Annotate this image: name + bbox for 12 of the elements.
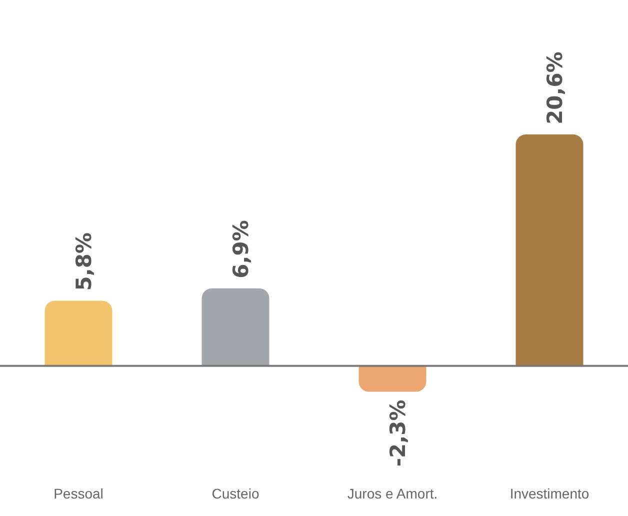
bar (358, 366, 426, 392)
bar (44, 300, 112, 366)
x-tick-label: Custeio (212, 485, 260, 502)
data-label: 5,8% (72, 232, 96, 291)
bar (202, 288, 270, 366)
x-tick-label: Pessoal (54, 485, 104, 502)
data-label: -2,3% (386, 400, 410, 467)
x-tick-label: Investimento (510, 485, 590, 502)
data-label: 6,9% (228, 220, 253, 278)
x-tick-label: Juros e Amort. (347, 485, 438, 502)
data-label: 20,6% (542, 52, 567, 124)
bar (516, 134, 584, 366)
